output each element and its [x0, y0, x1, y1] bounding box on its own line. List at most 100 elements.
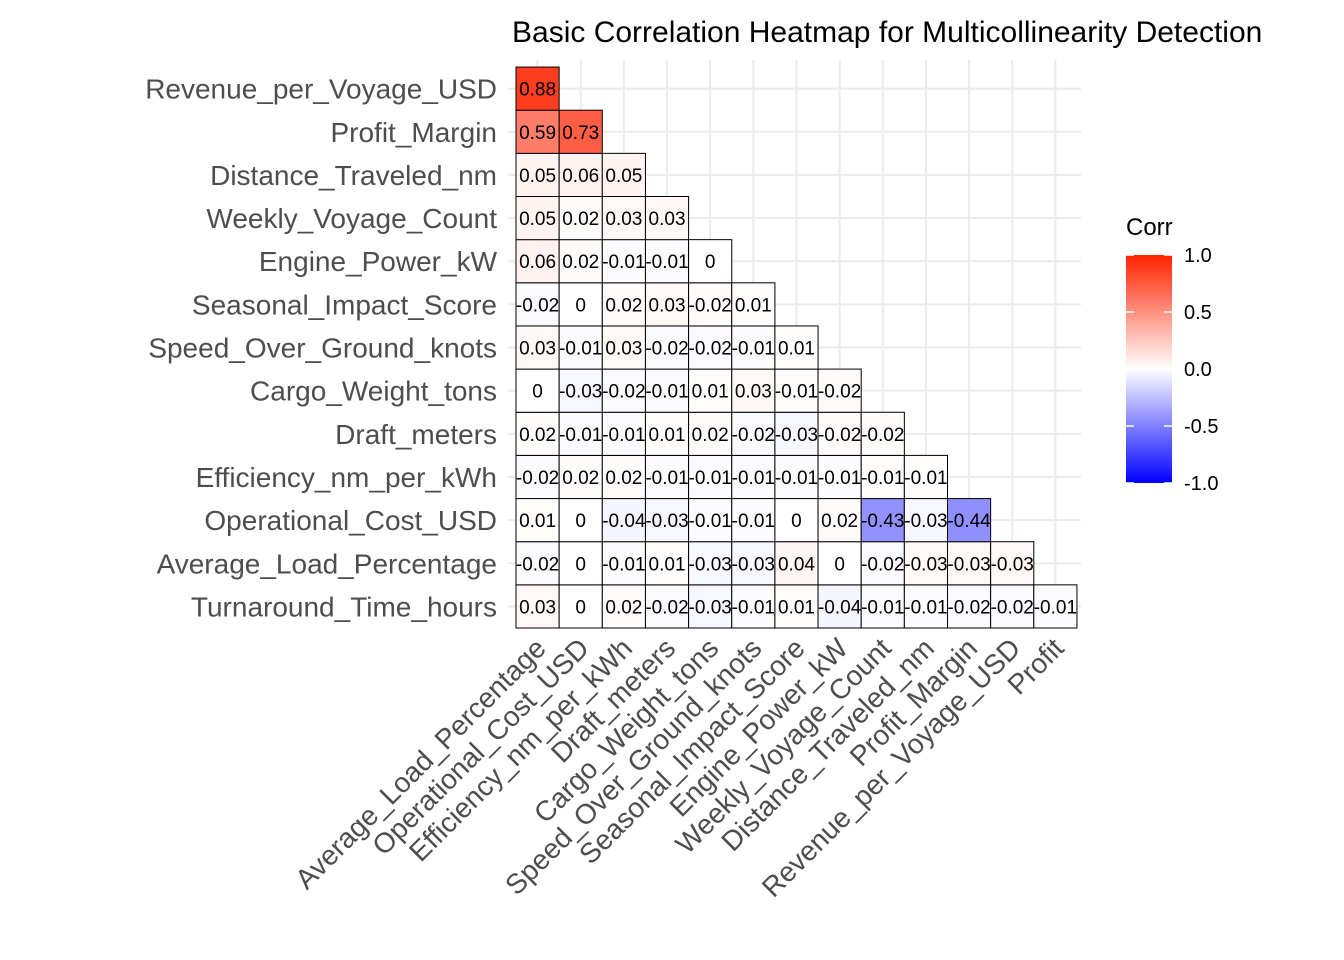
- cell-value-label: -0.01: [602, 554, 645, 575]
- cell-value-label: -0.01: [904, 597, 947, 618]
- cell-value-label: -0.01: [775, 382, 818, 403]
- cell-value-label: 0.01: [692, 382, 729, 403]
- legend-ticks: 1.0 0.5 0.0 -0.5 -1.0: [1126, 245, 1218, 495]
- heatmap-cell: [990, 584, 1035, 629]
- cell-value-label: -0.01: [732, 468, 775, 489]
- cell-value-label: 0.02: [562, 209, 599, 230]
- cell-value-label: 0.03: [519, 339, 556, 360]
- heatmap-cell: [558, 584, 603, 629]
- heatmap-cell: [860, 498, 905, 543]
- heatmap-cell: [644, 498, 690, 543]
- heatmap-cell: [860, 541, 905, 586]
- cell-value-label: -0.02: [645, 597, 688, 618]
- heatmap-cell: [558, 196, 603, 241]
- heatmap-cell: [515, 454, 560, 500]
- cell-value-label: 0.06: [562, 166, 599, 187]
- cell-value-label: 0.03: [735, 382, 772, 403]
- heatmap-cell: [817, 368, 862, 413]
- cell-value-label: -0.03: [991, 554, 1034, 575]
- cell-value-label: 0.03: [519, 597, 556, 618]
- heatmap-cell: [774, 498, 819, 543]
- heatmap-cell: [601, 368, 646, 413]
- chart-title: Basic Correlation Heatmap for Multicolli…: [512, 16, 1262, 49]
- color-legend: Corr 1.0 0.5 0.0 -0.5 -1.0: [1126, 214, 1218, 495]
- cell-value-label: -0.01: [645, 382, 688, 403]
- cell-value-label: -0.04: [602, 511, 646, 532]
- y-axis-label: Cargo_Weight_tons: [250, 376, 497, 407]
- cell-value-label: -0.02: [689, 339, 732, 360]
- cell-value-label: -0.01: [602, 252, 645, 273]
- cell-value-label: -0.03: [732, 554, 775, 575]
- cell-value-label: -0.02: [861, 425, 904, 446]
- legend-tick-label: 1.0: [1184, 245, 1212, 267]
- cell-value-label: -0.02: [689, 295, 732, 316]
- cell-value-label: 0: [575, 597, 586, 618]
- legend-tick-label: 0.0: [1184, 359, 1212, 381]
- heatmap-cell: [774, 325, 819, 370]
- cell-value-label: 0.01: [649, 425, 686, 446]
- heatmap-cell: [688, 325, 733, 370]
- cell-value-label: 0.02: [562, 252, 599, 273]
- cell-value-label: -0.01: [689, 511, 732, 532]
- cell-value-label: -0.03: [559, 382, 602, 403]
- heatmap-cell: [1033, 584, 1078, 629]
- heatmap-cell: [644, 196, 690, 241]
- heatmap-cell: [601, 196, 646, 241]
- y-axis-label: Speed_Over_Ground_knots: [148, 333, 497, 364]
- y-axis-label: Revenue_per_Voyage_USD: [145, 74, 497, 105]
- cell-value-label: 0.05: [519, 166, 556, 187]
- heatmap-cell: [774, 368, 819, 413]
- cell-value-label: -0.01: [645, 468, 688, 489]
- cell-value-label: -0.01: [775, 468, 818, 489]
- cell-value-label: 0.03: [605, 339, 642, 360]
- heatmap-cell: [688, 239, 733, 284]
- cell-value-label: 0.59: [519, 123, 556, 144]
- heatmap-cell: [731, 541, 776, 586]
- heatmap-cell: [860, 411, 905, 456]
- cell-value-label: 0: [532, 382, 543, 403]
- y-axis-label: Engine_Power_kW: [259, 246, 498, 277]
- heatmap-cell: [731, 325, 776, 370]
- heatmap-cell: [515, 411, 560, 456]
- cell-value-label: -0.03: [689, 597, 732, 618]
- heatmap-cell: [903, 541, 948, 586]
- heatmap-cell: [817, 411, 862, 456]
- cell-value-label: 0.02: [605, 295, 642, 316]
- cell-value-label: 0.02: [692, 425, 729, 446]
- cell-value-label: -0.01: [818, 468, 861, 489]
- cell-value-label: 0.04: [778, 554, 815, 575]
- heatmap-cell: [860, 584, 905, 629]
- cell-value-label: -0.01: [904, 468, 947, 489]
- legend-tick-label: 0.5: [1184, 302, 1212, 324]
- cell-value-label: -0.01: [732, 339, 775, 360]
- heatmap-cell: [903, 584, 948, 629]
- cell-value-label: -0.03: [645, 511, 688, 532]
- cell-value-label: 0.88: [519, 80, 556, 101]
- cell-value-label: 0.02: [519, 425, 556, 446]
- cell-value-label: 0: [575, 554, 586, 575]
- cell-value-label: 0: [834, 554, 845, 575]
- cell-value-label: -0.01: [559, 339, 602, 360]
- cell-value-label: -0.02: [991, 597, 1034, 618]
- heatmap-cell: [558, 454, 603, 500]
- y-axis-label: Turnaround_Time_hours: [191, 591, 497, 622]
- heatmap-cell: [688, 454, 733, 500]
- heatmap-cell: [601, 325, 646, 370]
- cell-value-label: 0.02: [605, 597, 642, 618]
- heatmap-cell: [731, 282, 776, 327]
- heatmap-cell: [558, 109, 603, 154]
- heatmap-cell: [947, 584, 992, 629]
- cell-value-label: 0.01: [735, 295, 772, 316]
- cell-value-label: 0.01: [778, 339, 815, 360]
- heatmap-cell: [601, 152, 646, 198]
- cell-value-label: 0.01: [649, 554, 686, 575]
- heatmap-cells: 0.03 0 0.02 -0.02 -0.03 -0.01 0.01 -0.04 -0.01 -0…: [515, 66, 1078, 629]
- heatmap-cell: [515, 239, 560, 284]
- legend-tick-label: -1.0: [1184, 473, 1218, 495]
- x-axis-labels: Average_Load_PercentageOperational_Cost_…: [289, 632, 1070, 903]
- legend-title: Corr: [1126, 214, 1173, 241]
- cell-value-label: -0.02: [645, 339, 688, 360]
- cell-value-label: 0.03: [649, 209, 686, 230]
- y-axis-labels: Turnaround_Time_hours Average_Load_Percen…: [145, 74, 497, 623]
- y-axis-label: Weekly_Voyage_Count: [206, 203, 497, 234]
